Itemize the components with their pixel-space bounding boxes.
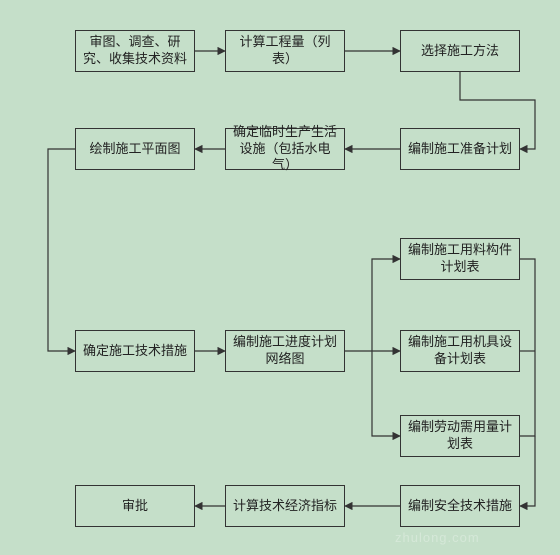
flow-node-n7: 确定施工技术措施 <box>75 330 195 372</box>
flow-node-n9: 编制施工用料构件计划表 <box>400 238 520 280</box>
flow-node-n6: 绘制施工平面图 <box>75 128 195 170</box>
flow-node-n4: 编制施工准备计划 <box>400 128 520 170</box>
flow-node-n12: 编制安全技术措施 <box>400 485 520 527</box>
flow-node-n1: 审图、调查、研究、收集技术资料 <box>75 30 195 72</box>
flow-node-n3: 选择施工方法 <box>400 30 520 72</box>
flow-node-n14: 审批 <box>75 485 195 527</box>
watermark: zhulong.com <box>395 530 480 545</box>
flow-node-n2: 计算工程量（列表） <box>225 30 345 72</box>
flow-node-n8: 编制施工进度计划网络图 <box>225 330 345 372</box>
flow-node-n11: 编制劳动需用量计划表 <box>400 415 520 457</box>
flow-node-n5: 确定临时生产生活设施（包括水电气） <box>225 128 345 170</box>
flow-node-n13: 计算技术经济指标 <box>225 485 345 527</box>
flow-node-n10: 编制施工用机具设备计划表 <box>400 330 520 372</box>
